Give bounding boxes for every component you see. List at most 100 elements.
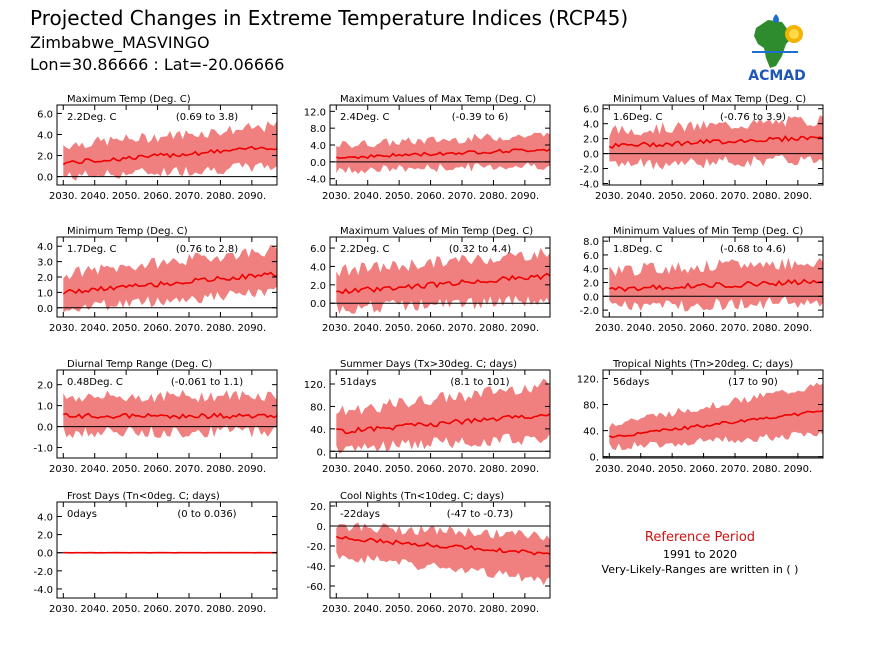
x-tick-label: 2090. — [238, 191, 267, 202]
y-tick-label: 4.0 — [310, 262, 326, 273]
y-tick-label: 20. — [310, 502, 326, 513]
reference-period-label: Reference Period — [644, 530, 756, 545]
x-tick-label: 2060. — [416, 464, 445, 475]
y-tick-label: 2.0 — [310, 281, 326, 292]
x-tick-label: 2090. — [238, 604, 267, 615]
x-tick-label: 2070. — [448, 323, 477, 334]
y-tick-label: 6.0 — [583, 251, 599, 262]
y-tick-label: 4.0 — [310, 141, 326, 152]
chart-range-annotation: (-0.76 to 3.9) — [720, 112, 786, 123]
x-tick-label: 2070. — [721, 323, 750, 334]
chart-panel: 0.0 2.0 4.0 6.0 2030. 2040. 2050. 2060. 2070. 208… — [310, 226, 551, 334]
y-tick-label: 0.0 — [37, 173, 53, 184]
plot-frame — [329, 236, 551, 318]
chart-panel: 0.0 2.0 4.0 6.0 2030. 2040. 2050. 2060. 2070. 208… — [37, 94, 278, 202]
x-tick-label: 2060. — [143, 323, 172, 334]
x-tick-label: 2070. — [448, 464, 477, 475]
chart-title: Maximum Temp (Deg. C) — [67, 94, 191, 105]
x-tick-label: 2040. — [626, 191, 655, 202]
y-tick-label: 8.0 — [310, 124, 326, 135]
y-tick-label: 0.0 — [583, 150, 599, 161]
x-tick-label: 2080. — [752, 191, 781, 202]
x-tick-label: 2090. — [238, 323, 267, 334]
median-series-line — [336, 148, 551, 160]
median-series-line — [335, 535, 551, 556]
x-tick-label: 2050. — [385, 191, 414, 202]
x-tick-label: 2050. — [658, 191, 687, 202]
x-tick-label: 2080. — [206, 464, 235, 475]
chart-value-annotation: 56days — [613, 377, 649, 388]
x-tick-label: 2090. — [784, 191, 813, 202]
y-tick-label: 2.0 — [37, 381, 53, 392]
x-tick-label: 2050. — [385, 323, 414, 334]
x-tick-label: 2050. — [385, 464, 414, 475]
median-series-line — [608, 410, 824, 439]
y-tick-label: 1.0 — [37, 288, 53, 299]
chart-title: Minimum Temp (Deg. C) — [67, 226, 188, 237]
plot-frame — [329, 501, 551, 599]
x-tick-label: 2040. — [353, 191, 382, 202]
y-tick-label: 0.0 — [37, 549, 53, 560]
y-tick-label: 2.0 — [583, 135, 599, 146]
y-tick-label: 120. — [304, 380, 326, 391]
y-tick-label: 80. — [583, 401, 599, 412]
chart-value-annotation: 51days — [340, 377, 376, 388]
x-tick-label: 2060. — [689, 191, 718, 202]
chart-value-annotation: 2.4Deg. C — [340, 112, 389, 123]
x-tick-label: 2090. — [511, 464, 540, 475]
x-tick-label: 2040. — [80, 191, 109, 202]
x-tick-label: 2090. — [784, 323, 813, 334]
chart-range-annotation: (-0.39 to 6) — [452, 112, 509, 123]
y-tick-label: 0.0 — [37, 304, 53, 315]
x-tick-label: 2030. — [49, 323, 78, 334]
x-tick-label: 2030. — [49, 464, 78, 475]
median-series-line — [62, 271, 278, 295]
x-tick-label: 2050. — [658, 323, 687, 334]
chart-title: Minimum Values of Min Temp (Deg. C) — [613, 226, 803, 237]
x-tick-label: 2090. — [511, 604, 540, 615]
plot-frame — [602, 104, 824, 186]
africa-map-logo-icon — [752, 14, 803, 68]
y-tick-label: 0. — [316, 522, 326, 533]
y-tick-label: 6.0 — [37, 109, 53, 120]
uncertainty-band — [336, 522, 550, 586]
x-tick-label: 2040. — [80, 604, 109, 615]
y-tick-label: 2.0 — [37, 531, 53, 542]
chart-panel: 0.0 1.0 2.0 3.0 4.0 2030. 2040. 2050. 2060. 2070.… — [37, 226, 278, 334]
y-tick-label: 0.0 — [310, 158, 326, 169]
y-tick-label: 40. — [310, 425, 326, 436]
x-tick-label: 2070. — [175, 191, 204, 202]
x-tick-label: 2030. — [322, 464, 351, 475]
chart-title: Diurnal Temp Range (Deg. C) — [67, 359, 212, 370]
y-tick-label: 1.0 — [37, 402, 53, 413]
x-tick-label: 2030. — [49, 191, 78, 202]
chart-range-annotation: (-47 to -0.73) — [447, 509, 514, 520]
y-tick-label: -1.0 — [33, 444, 53, 455]
x-tick-label: 2060. — [689, 323, 718, 334]
y-tick-label: 3.0 — [37, 258, 53, 269]
y-tick-label: 4.0 — [37, 512, 53, 523]
x-tick-label: 2040. — [353, 323, 382, 334]
chart-range-annotation: (0.32 to 4.4) — [449, 244, 511, 255]
chart-value-annotation: 2.2Deg. C — [340, 244, 389, 255]
y-tick-label: 2.0 — [37, 273, 53, 284]
y-tick-label: 0.0 — [583, 292, 599, 303]
x-tick-label: 2050. — [112, 464, 141, 475]
x-tick-label: 2040. — [626, 464, 655, 475]
uncertainty-band — [336, 132, 550, 174]
x-tick-label: 2030. — [322, 323, 351, 334]
plot-frame — [602, 369, 824, 459]
uncertainty-band — [609, 115, 823, 170]
acmad-logo: ACMAD — [748, 14, 806, 84]
median-series-line — [63, 412, 278, 420]
y-tick-label: 0.0 — [310, 299, 326, 310]
x-tick-label: 2060. — [416, 604, 445, 615]
x-tick-label: 2050. — [658, 464, 687, 475]
plot-frame — [602, 236, 824, 318]
x-tick-label: 2060. — [416, 323, 445, 334]
x-tick-label: 2040. — [353, 604, 382, 615]
chart-value-annotation: 0.48Deg. C — [67, 377, 123, 388]
